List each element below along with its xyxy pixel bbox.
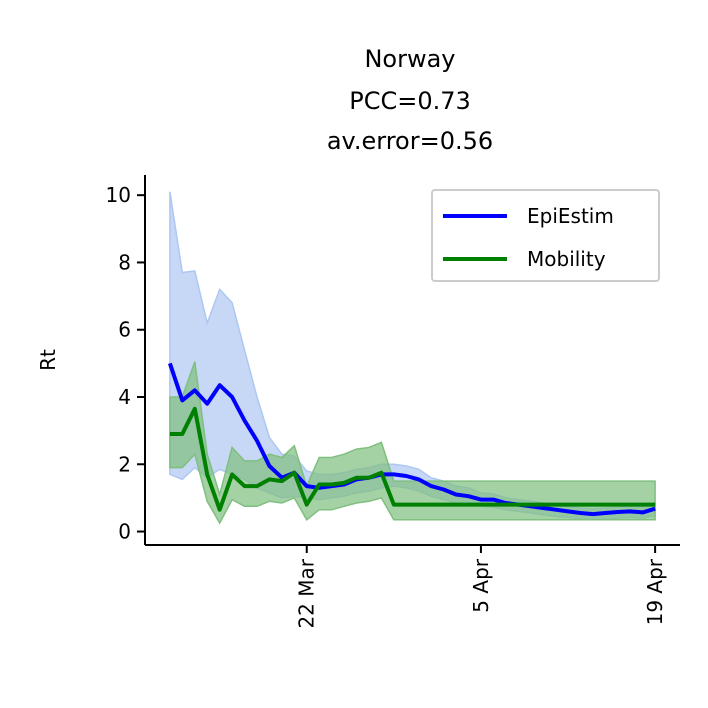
legend-label-epiestim: EpiEstim: [527, 204, 614, 228]
y-tick-label: 2: [118, 452, 131, 476]
x-tick-label: 19 Apr: [643, 558, 667, 625]
legend-swatch-mobility: [443, 257, 507, 261]
chart-legend: EpiEstim Mobility: [431, 189, 660, 282]
legend-label-mobility: Mobility: [527, 247, 606, 271]
line-mobility: [169, 406, 656, 512]
x-tick-label: 22 Mar: [295, 558, 319, 628]
y-tick-label: 4: [118, 385, 131, 409]
chart-title-line-3: av.error=0.56: [326, 127, 494, 155]
y-tick-label: 10: [106, 183, 131, 207]
chart-title-line-2: PCC=0.73: [349, 87, 471, 115]
x-tick-label: 5 Apr: [469, 558, 493, 612]
y-tick-label: 0: [118, 520, 131, 544]
line-epiestim: [168, 362, 656, 517]
legend-swatch-epiestim: [443, 214, 507, 218]
y-tick-label: 6: [118, 318, 131, 342]
band-mobility: [169, 361, 656, 525]
legend-item-epiestim: EpiEstim: [443, 201, 614, 231]
legend-item-mobility: Mobility: [443, 244, 606, 274]
chart-title-line-1: Norway: [364, 45, 456, 73]
y-tick-label: 8: [118, 250, 131, 274]
